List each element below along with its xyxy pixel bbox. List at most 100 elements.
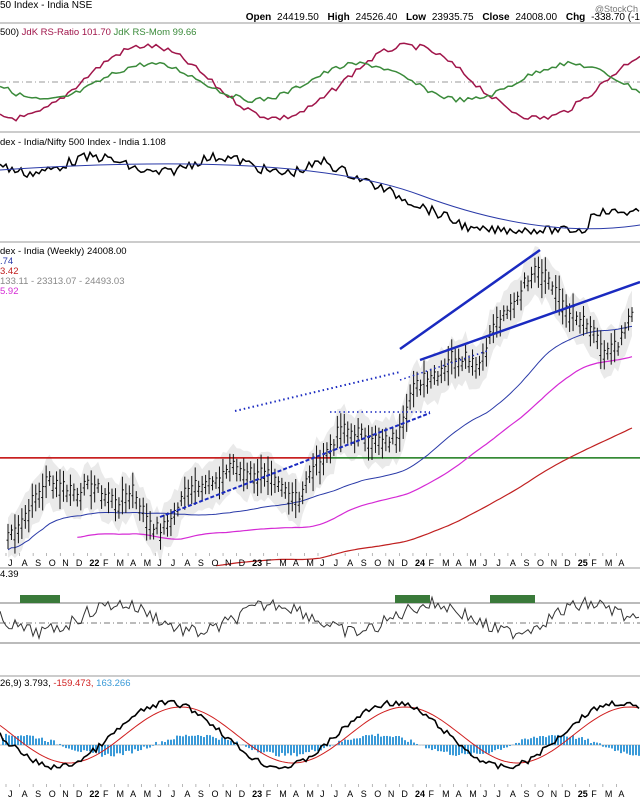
wedge-upper xyxy=(399,248,541,351)
macd-histogram-bar xyxy=(185,734,187,745)
macd-histogram-bar xyxy=(188,736,190,745)
macd-histogram-bar xyxy=(179,735,181,745)
ma-blue-line xyxy=(7,325,633,551)
macd-histogram-bar xyxy=(557,734,559,745)
rrg-mom-label: JdK RS-Mom 99.66 xyxy=(113,27,197,38)
x-axis-label: M xyxy=(144,789,152,799)
macd-histogram-bar xyxy=(602,745,604,747)
bollinger-band xyxy=(8,246,632,564)
macd-histogram-bar xyxy=(8,735,10,745)
x-axis-label: O xyxy=(211,558,218,568)
low-value: 23935.75 xyxy=(431,12,474,23)
macd-histogram-bar xyxy=(377,733,379,745)
macd-histogram-bar xyxy=(284,745,286,756)
macd-histogram-bar xyxy=(386,735,388,745)
macd-histogram-bar xyxy=(74,745,76,751)
x-axis-label: J xyxy=(157,558,162,568)
x-axis-label: N xyxy=(225,789,232,799)
macd-histogram-bar xyxy=(200,735,202,745)
macd-histogram-bar xyxy=(638,745,640,756)
x-axis-label: A xyxy=(510,789,516,799)
close-value: 24008.00 xyxy=(515,12,558,23)
ohlc-readout: Open 24419.50 High 24526.40 Low 23935.75… xyxy=(240,12,640,23)
macd-histogram-bar xyxy=(443,745,445,752)
price-ma1-label: .74 xyxy=(0,256,14,267)
macd-histogram-bar xyxy=(506,745,508,748)
macd-histogram-bar xyxy=(398,736,400,745)
macd-histogram-bar xyxy=(428,745,430,749)
macd-histogram-bar xyxy=(575,738,577,745)
macd-histogram-bar xyxy=(224,738,226,745)
chart-title: 50 Index - India NSE xyxy=(0,0,93,11)
macd-histogram-bar xyxy=(134,745,136,750)
macd-histogram-bar xyxy=(260,745,262,754)
x-axis-label: N xyxy=(551,789,558,799)
macd-histogram-bar xyxy=(596,742,598,745)
macd-histogram-bar xyxy=(122,745,124,756)
macd-histogram-bar xyxy=(89,745,91,752)
x-axis-label: J xyxy=(483,558,488,568)
macd-histogram-bar xyxy=(59,743,61,745)
x-axis-label: F xyxy=(103,558,109,568)
macd-histogram-bar xyxy=(578,737,580,745)
wedge-lower xyxy=(419,280,640,362)
x-axis-label: A xyxy=(456,558,462,568)
macd-histogram-bar xyxy=(164,741,166,745)
rrg-legend: 500) JdK RS-Ratio 101.70 JdK RS-Mom 99.6… xyxy=(0,27,196,38)
macd-histogram-bar xyxy=(614,745,616,752)
macd-histogram-bar xyxy=(437,745,439,752)
x-axis-label: J xyxy=(157,789,162,799)
x-axis-macd: J A S O N D 22 F M A M J J A S O N D 23 F M A M J J A S O N D 24 F M A M J J… xyxy=(5,784,624,799)
macd-legend: 26,9) 3.793, -159.473, 163.266 xyxy=(0,678,131,689)
macd-histogram-bar xyxy=(167,739,169,745)
macd-histogram-bar xyxy=(449,745,451,755)
rsi-overbought-fill xyxy=(395,595,430,603)
rsi-line xyxy=(0,595,640,641)
macd-histogram-bar xyxy=(314,745,316,752)
macd-histogram-bar xyxy=(623,745,625,752)
price-bb-label: 133.11 - 23313.07 - 24493.03 xyxy=(0,276,125,287)
macd-histogram-bar xyxy=(257,745,259,753)
macd-histogram-bar xyxy=(275,745,277,756)
macd-histogram-bar xyxy=(608,745,610,748)
macd-histogram-bar xyxy=(146,745,148,749)
macd-histogram-bar xyxy=(635,745,637,756)
x-axis-label: M xyxy=(469,789,477,799)
x-axis-label: S xyxy=(198,558,204,568)
trendline-dotted-upper xyxy=(234,371,401,412)
x-axis-label: M xyxy=(469,558,477,568)
rsi-overbought-fill xyxy=(490,595,535,603)
macd-histogram-bar xyxy=(539,736,541,745)
macd-histogram-bar xyxy=(569,737,571,745)
x-axis-label: J xyxy=(8,558,13,568)
trendline-dashed-lower xyxy=(159,412,431,518)
macd-histogram-bar xyxy=(527,739,529,745)
rs-line xyxy=(0,150,640,236)
macd-histogram-bar xyxy=(32,735,34,745)
open-label: Open xyxy=(245,12,272,23)
macd-legend-b: -159.473, xyxy=(53,678,94,689)
x-axis-label: J xyxy=(171,558,176,568)
macd-histogram-bar xyxy=(137,745,139,751)
macd-histogram-bar xyxy=(245,745,247,747)
open-value: 24419.50 xyxy=(277,12,319,23)
macd-histogram-bar xyxy=(173,739,175,745)
x-axis-label: M xyxy=(306,558,314,568)
macd-histogram-bar xyxy=(65,745,67,749)
x-axis-label: A xyxy=(347,789,353,799)
macd-histogram-bar xyxy=(587,738,589,745)
macd-histogram-bar xyxy=(251,745,253,751)
x-axis-label: M xyxy=(442,789,450,799)
ma-magenta-line xyxy=(77,356,633,540)
x-axis-label: D xyxy=(564,558,571,568)
macd-histogram-bar xyxy=(497,745,499,750)
x-axis-label: D xyxy=(76,558,83,568)
x-axis-label: N xyxy=(388,558,395,568)
x-axis-label: M xyxy=(605,789,613,799)
x-axis-label: J xyxy=(496,789,501,799)
x-axis-label: F xyxy=(266,789,272,799)
x-axis-label: J xyxy=(320,789,325,799)
macd-histogram-bar xyxy=(131,745,133,754)
macd-histogram-bar xyxy=(329,745,331,747)
